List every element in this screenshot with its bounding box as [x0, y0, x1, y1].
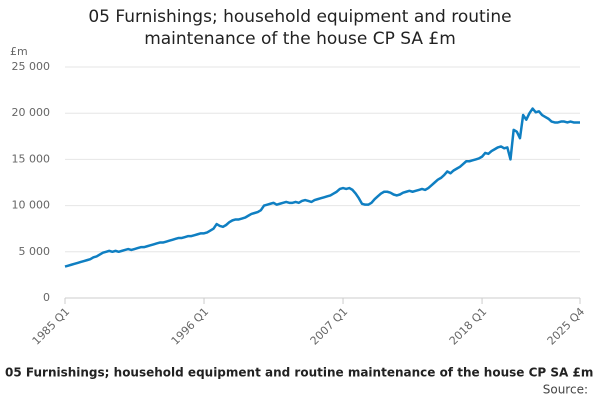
caption: 05 Furnishings; household equipment and … [5, 366, 593, 380]
y-tick-label: 0 [43, 291, 50, 304]
source: Source: [543, 383, 588, 397]
y-tick-label: 5 000 [19, 245, 51, 258]
x-tick-label: 2018 Q1 [447, 305, 490, 348]
x-tick-label: 2025 Q4 [545, 305, 588, 348]
y-tick-label: 10 000 [12, 199, 51, 212]
x-tick-label: 1985 Q1 [30, 305, 73, 348]
chart-title: 05 Furnishings; household equipment and … [88, 7, 512, 49]
x-tick-label: 2007 Q1 [308, 305, 351, 348]
y-tick-label: 20 000 [12, 106, 51, 119]
y-tick-label: 15 000 [12, 152, 51, 165]
y-tick-label: 25 000 [12, 60, 51, 73]
data-line [64, 107, 580, 268]
y-unit: £m [10, 45, 28, 58]
x-tick-label: 1996 Q1 [169, 305, 212, 348]
